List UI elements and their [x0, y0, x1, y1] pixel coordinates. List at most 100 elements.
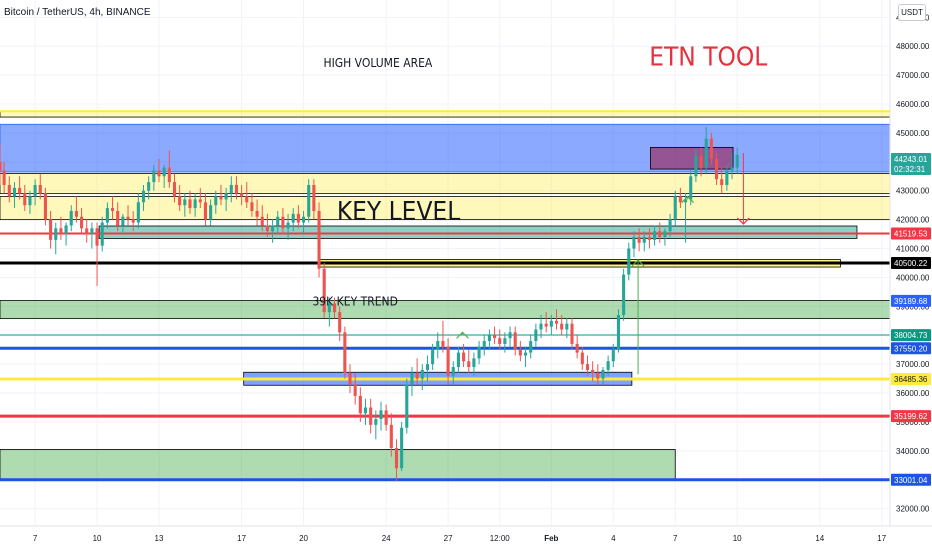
candle-body	[663, 231, 667, 237]
candle-body	[694, 156, 698, 177]
candle-body	[224, 193, 228, 200]
y-tick-label: 48000.00	[896, 42, 930, 51]
candle-body	[451, 367, 455, 376]
candle-body	[627, 248, 631, 275]
zone-rectangle	[0, 173, 891, 195]
price-label: 33001.04	[891, 473, 931, 486]
chart-annotation: KEY LEVEL	[337, 197, 460, 227]
x-tick-label: Feb	[544, 534, 558, 543]
y-tick-label: 32000.00	[896, 505, 930, 514]
zone-rectangle	[0, 123, 891, 173]
price-label-value: 44243.01	[894, 155, 928, 164]
candle-body	[126, 216, 130, 220]
y-tick-label: 34000.00	[896, 447, 930, 456]
price-label: 38004.73	[891, 329, 931, 342]
candle-body	[668, 219, 672, 232]
candle-body	[69, 210, 73, 226]
candle-body	[265, 225, 269, 232]
candle-body	[183, 199, 187, 206]
candle-body	[363, 407, 368, 414]
candle-body	[312, 184, 316, 211]
currency-unit-button[interactable]: USDT	[898, 4, 926, 21]
candle-body	[560, 323, 564, 330]
candle-body	[172, 182, 177, 197]
candle-body	[18, 187, 22, 194]
chart-annotation: HIGH VOLUME AREA	[323, 56, 432, 70]
price-label: 40500.22	[891, 257, 931, 269]
candle-body	[379, 410, 383, 420]
candle-body	[596, 372, 600, 379]
annotations-layer: HIGH VOLUME AREA ETN TOOL KEY LEVEL 39K KEY…	[312, 42, 767, 308]
price-label-value: 37550.20	[894, 344, 928, 353]
candle-body	[678, 196, 682, 203]
candle-body	[410, 372, 414, 385]
price-label-countdown: 02:32:31	[894, 165, 926, 174]
candle-body	[49, 219, 53, 240]
candle-body	[467, 361, 471, 368]
price-label-background	[891, 373, 931, 386]
candle-body	[348, 372, 352, 385]
candle-body	[503, 338, 507, 344]
y-tick-label: 43000.00	[896, 187, 930, 196]
candle-body	[735, 154, 739, 168]
candle-body	[554, 320, 559, 324]
price-label-background	[891, 342, 931, 355]
candle-body	[704, 138, 708, 168]
y-tick-label: 42000.00	[896, 216, 930, 225]
candle-body	[689, 176, 693, 200]
candle-body	[415, 372, 419, 379]
price-label-value: 33001.04	[894, 476, 928, 485]
chart-annotation: ETN TOOL	[649, 42, 767, 72]
candle-body	[606, 361, 610, 370]
candle-body	[508, 332, 512, 339]
candle-body	[725, 170, 729, 185]
x-tick-label: 20	[299, 534, 308, 543]
candle-body	[250, 202, 254, 211]
price-label: 39189.68	[891, 294, 931, 307]
price-label-background	[891, 152, 931, 175]
candle-body	[374, 419, 378, 425]
x-tick-label: 27	[444, 534, 453, 543]
candle-body	[575, 343, 579, 353]
candle-body	[653, 231, 657, 240]
candle-body	[80, 216, 84, 229]
arrow	[681, 195, 695, 203]
zones-layer	[0, 110, 891, 481]
candle-body	[338, 312, 342, 333]
zone-rectangle	[98, 225, 858, 239]
x-tick-label: 7	[673, 534, 678, 543]
horizontal-lines-layer	[0, 110, 890, 482]
candle-body	[709, 138, 713, 159]
candle-body	[730, 167, 734, 171]
candle-body	[157, 170, 161, 177]
y-tick-label: 47000.00	[896, 71, 930, 80]
x-tick-label: 10	[93, 534, 102, 543]
candle-body	[493, 335, 497, 339]
candle-body	[358, 395, 362, 414]
candle-body	[2, 170, 6, 185]
candle-body	[441, 341, 445, 347]
arrows-layer	[456, 153, 750, 375]
candle-body	[611, 349, 615, 362]
candle-body	[167, 167, 171, 183]
candle-body	[209, 205, 213, 220]
arrow	[456, 331, 469, 339]
candle-body	[400, 427, 404, 469]
candle-body	[570, 323, 574, 344]
candle-body	[90, 228, 94, 235]
candle-body	[255, 210, 259, 217]
candle-body	[591, 369, 595, 373]
candle-body	[637, 236, 641, 243]
candle-body	[33, 184, 37, 197]
arrow-head	[736, 217, 750, 225]
candle-body	[369, 407, 373, 425]
candle-body	[343, 332, 347, 373]
candle-body	[389, 424, 393, 448]
candle-body	[178, 196, 182, 206]
candle-body	[632, 236, 636, 249]
price-label-background	[891, 473, 931, 486]
price-label: 37550.20	[891, 342, 931, 355]
